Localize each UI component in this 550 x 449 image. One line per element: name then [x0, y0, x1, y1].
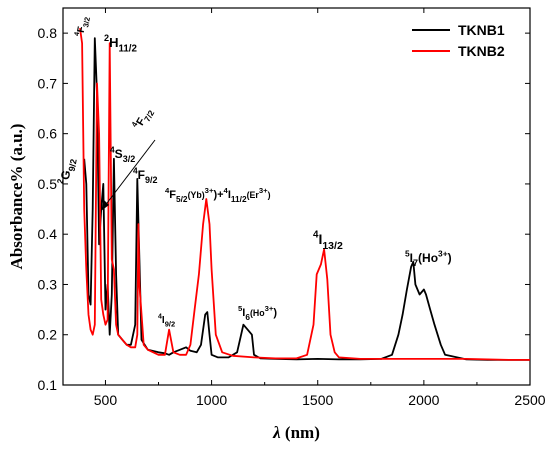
annotation-part: I: [410, 251, 413, 265]
annotation-arrow-head: [101, 200, 109, 211]
y-tick-label: 0.3: [38, 276, 58, 292]
x-axis-unit: (nm): [281, 423, 320, 442]
annotation-i92: 4I9/2: [158, 314, 175, 329]
annotation-part: )+: [213, 189, 223, 201]
annotation-s32: 4S3/2: [110, 145, 135, 165]
x-axis-title: λ (nm): [272, 423, 320, 442]
series-line-tknb1: [83, 37, 530, 361]
annotation-part: 13/2: [322, 240, 343, 252]
annotation-f72: 4F7/2: [130, 104, 157, 133]
x-tick-label: 1500: [302, 392, 333, 408]
annotation-layer: 2G9/24F3/22H11/24S3/24F7/24F9/24I9/24F5/…: [55, 15, 452, 329]
annotation-part: 6: [245, 312, 250, 322]
annotation-part: F: [169, 189, 176, 201]
annotation-part: 11/2: [118, 44, 137, 55]
axes: 500 1000 1500 2000 2500 0.1 0.2 0.3 0.4 0.5 0.6 0.7…: [38, 7, 546, 408]
x-axis-symbol: λ: [272, 423, 281, 442]
annotation-part: I: [318, 231, 322, 247]
annotation-part: ): [268, 190, 271, 200]
annotation-part: 5: [238, 304, 243, 313]
series-line-tknb2: [79, 27, 530, 361]
annotation-part: 11/2: [231, 194, 247, 204]
annotation-part: I: [242, 307, 245, 319]
y-tick-label: 0.4: [38, 226, 58, 242]
y-tick-label: 0.1: [38, 377, 58, 393]
annotation-f52: 4F5/2(Yb)3+)+4I11/2(Er3+): [165, 186, 271, 204]
annotation-part: H: [109, 35, 118, 50]
annotation-part: 4: [224, 186, 229, 195]
annotation-part: 4: [165, 186, 170, 195]
y-axis-title: Absorbance% (a.u.): [7, 124, 26, 270]
annotation-part: 9/2: [165, 320, 175, 329]
y-tick-label: 0.2: [38, 327, 58, 343]
annotation-part: ): [273, 307, 277, 319]
legend-label: TKNB2: [458, 43, 505, 59]
annotation-part: 3/2: [123, 154, 136, 164]
annotation-part: 3+: [205, 186, 214, 195]
plot-frame: [62, 7, 531, 386]
annotation-part: 4: [74, 31, 82, 36]
legend: TKNB1 TKNB2: [412, 22, 505, 59]
annotation-i6: 5I6(Ho3+): [238, 304, 277, 322]
annotation-part: 7: [413, 258, 418, 268]
legend-label: TKNB1: [458, 22, 505, 38]
annotation-f92: 4F9/2: [133, 166, 158, 186]
annotation-part: 4: [158, 314, 162, 321]
annotation-part: 2: [104, 33, 109, 43]
annotation-part: 4: [130, 120, 140, 129]
annotation-part: 5: [405, 249, 410, 259]
annotation-part: 5/2: [176, 194, 188, 204]
y-tick-label: 0.8: [38, 25, 58, 41]
annotation-part: 3+: [265, 304, 274, 313]
x-tick-label: 2000: [408, 392, 439, 408]
annotation-part: 4: [110, 145, 115, 155]
annotation-part: (Ho: [250, 308, 265, 318]
y-tick-label: 0.7: [38, 75, 58, 91]
series-layer: [79, 27, 530, 361]
annotation-i132: 4I13/2: [313, 230, 343, 252]
annotation-part: 9/2: [145, 175, 158, 185]
annotation-part: G: [58, 169, 73, 181]
annotation-part: S: [115, 147, 123, 161]
annotation-g92: 2G9/2: [55, 157, 79, 187]
annotation-part: I: [162, 315, 165, 326]
annotation-part: I: [228, 189, 231, 201]
annotation-part: 2: [55, 178, 66, 185]
annotation-i7: 5I7(Ho3+): [405, 249, 452, 269]
annotation-part: 4: [133, 166, 138, 176]
x-tick-label: 2500: [514, 392, 545, 408]
annotation-part: (Er: [247, 190, 260, 200]
annotation-part: (Ho: [418, 251, 438, 265]
annotation-part: (Yb): [188, 190, 205, 200]
annotation-part: F: [138, 168, 145, 182]
x-tick-label: 1000: [196, 392, 227, 408]
annotation-part: 3/2: [81, 16, 92, 28]
annotation-part: 3+: [438, 249, 448, 259]
annotation-part: 4: [313, 230, 319, 241]
annotation-arrow-line: [103, 139, 156, 208]
y-tick-label: 0.5: [38, 176, 58, 192]
y-tick-label: 0.6: [38, 126, 58, 142]
annotation-h112: 2H11/2: [104, 33, 138, 54]
x-tick-label: 500: [94, 392, 118, 408]
annotation-part: 9/2: [67, 158, 79, 172]
annotation-f32: 4F3/2: [74, 15, 92, 38]
annotation-part: 3+: [259, 186, 268, 195]
annotation-part: F: [76, 26, 88, 34]
annotation-part: ): [448, 251, 452, 265]
